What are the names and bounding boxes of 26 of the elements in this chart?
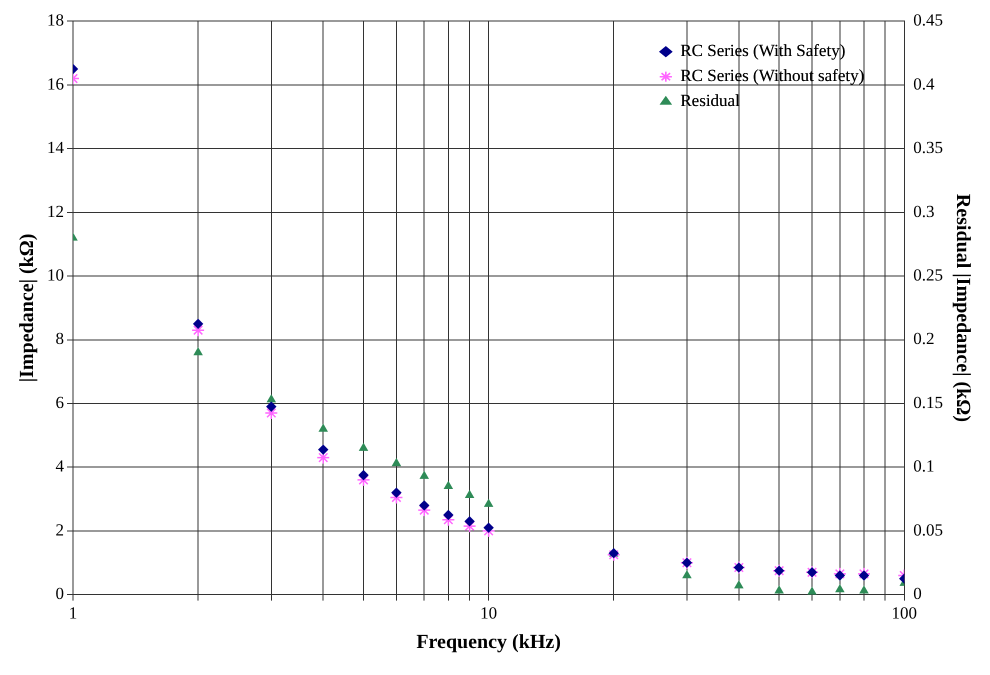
y-tick-label: 12	[47, 202, 64, 221]
y-tick-label: 6	[56, 392, 64, 412]
y-axis-title: |Impedance| (kΩ)	[16, 234, 38, 382]
y-tick-label: 18	[47, 10, 64, 30]
y-tick-label: 2	[56, 520, 64, 540]
y-tick-label: 14	[47, 138, 64, 158]
y2-tick-label: 0.3	[913, 202, 934, 221]
y-tick-label: 0	[56, 584, 64, 604]
x-tick-label: 100	[892, 603, 917, 622]
y2-tick-label: 0.4	[913, 74, 935, 94]
y2-tick-label: 0.05	[913, 520, 943, 540]
x-tick-label: 10	[480, 603, 498, 622]
y2-tick-label: 0.35	[913, 138, 943, 158]
y2-tick-label: 0	[913, 584, 922, 604]
x-axis-title: Frequency (kHz)	[416, 631, 561, 654]
y2-tick-label: 0.45	[913, 10, 943, 30]
y-tick-label: 4	[56, 456, 64, 476]
y2-tick-label: 0.25	[913, 266, 943, 285]
y-tick-label: 16	[47, 74, 64, 94]
y-tick-label: 8	[56, 329, 64, 348]
y-tick-label: 10	[47, 266, 64, 285]
y2-tick-label: 0.1	[913, 456, 934, 476]
y2-tick-label: 0.15	[913, 392, 943, 412]
x-tick-label: 1	[68, 603, 78, 622]
y2-tick-label: 0.2	[913, 329, 934, 348]
y2-axis-title: Residual |Impedance| (kΩ)	[952, 194, 974, 422]
